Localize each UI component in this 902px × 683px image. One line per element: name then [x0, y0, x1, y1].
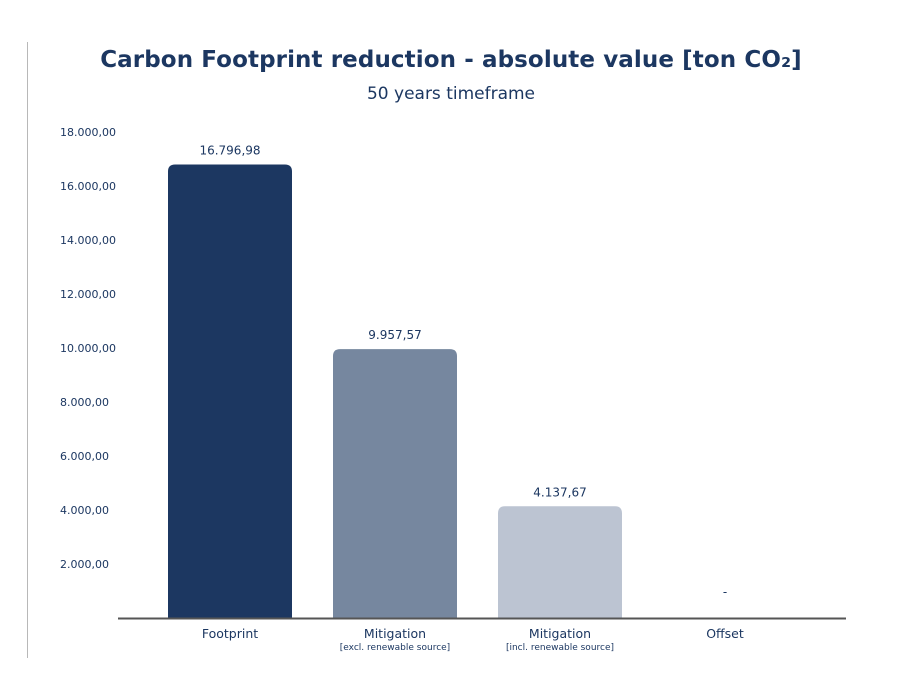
x-tick-label: Footprint [202, 626, 258, 641]
x-tick-sublabel: [excl. renewable source] [340, 643, 450, 653]
y-tick-label: 8.000,00 [60, 396, 109, 409]
bar [498, 506, 622, 618]
y-tick-label: 16.000,00 [60, 180, 116, 193]
x-tick-sublabel: [incl. renewable source] [506, 643, 614, 653]
data-label: - [723, 585, 727, 599]
data-label: 16.796,98 [199, 143, 260, 157]
y-tick-label: 18.000,00 [60, 126, 116, 139]
x-tick-label: Offset [706, 626, 744, 641]
chart-title: Carbon Footprint reduction - absolute va… [100, 47, 802, 73]
bar [168, 164, 292, 618]
x-tick-label: Mitigation [364, 626, 426, 641]
y-tick-label: 10.000,00 [60, 342, 116, 355]
y-tick-label: 14.000,00 [60, 234, 116, 247]
data-label: 9.957,57 [368, 328, 421, 342]
y-tick-label: 2.000,00 [60, 558, 109, 571]
y-tick-label: 12.000,00 [60, 288, 116, 301]
left-border-line [27, 42, 28, 658]
y-tick-label: 6.000,00 [60, 450, 109, 463]
bar [333, 349, 457, 618]
chart-subtitle: 50 years timeframe [366, 84, 536, 104]
y-tick-label: 4.000,00 [60, 504, 109, 517]
x-tick-label: Mitigation [529, 626, 591, 641]
data-label: 4.137,67 [533, 485, 586, 499]
